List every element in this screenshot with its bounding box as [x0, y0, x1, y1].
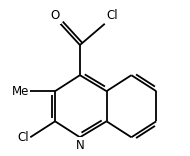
Text: Cl: Cl [17, 131, 29, 144]
Text: O: O [50, 9, 59, 22]
Text: Me: Me [11, 85, 29, 98]
Text: N: N [76, 139, 84, 152]
Text: Cl: Cl [106, 9, 118, 22]
